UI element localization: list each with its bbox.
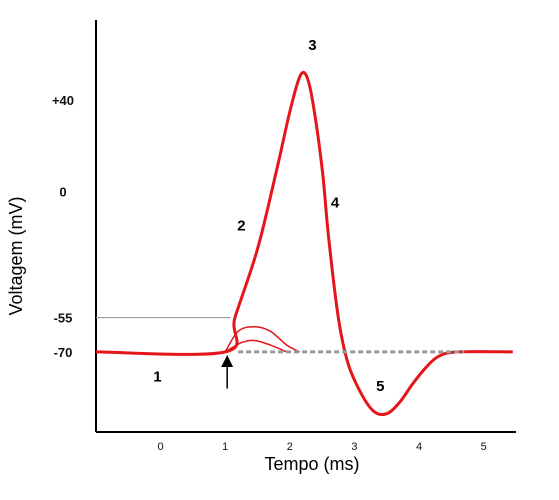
y-tick-label: +40	[52, 93, 74, 108]
phase-label: 3	[308, 37, 316, 54]
y-axis-title: Voltagem (mV)	[6, 196, 26, 315]
x-tick-label: 0	[158, 441, 164, 453]
x-tick-labels: 0 1 2 3 4 5	[158, 441, 487, 453]
x-tick-label: 2	[287, 441, 293, 453]
phase-label: 2	[237, 218, 245, 235]
phase-label: 1	[153, 369, 161, 386]
x-tick-label: 3	[351, 441, 357, 453]
y-tick-label: 0	[59, 185, 66, 200]
x-tick-label: 5	[481, 441, 487, 453]
action-potential-line	[95, 70, 513, 417]
phase-label: 4	[331, 195, 340, 212]
y-tick-label: -55	[54, 311, 73, 326]
phase-label: 5	[376, 378, 384, 395]
series-group	[95, 70, 513, 417]
x-axis-title: Tempo (ms)	[264, 454, 359, 474]
x-tick-label: 1	[222, 441, 228, 453]
y-tick-labels: +40 0 -55 -70	[52, 93, 74, 360]
subthreshold-response-2-line	[224, 339, 287, 353]
x-tick-label: 4	[416, 441, 422, 453]
axes	[95, 20, 516, 433]
subthreshold-response-1-line	[224, 325, 300, 353]
y-tick-label: -70	[54, 345, 73, 360]
phase-labels: 1 2 3 4 5	[153, 37, 384, 395]
